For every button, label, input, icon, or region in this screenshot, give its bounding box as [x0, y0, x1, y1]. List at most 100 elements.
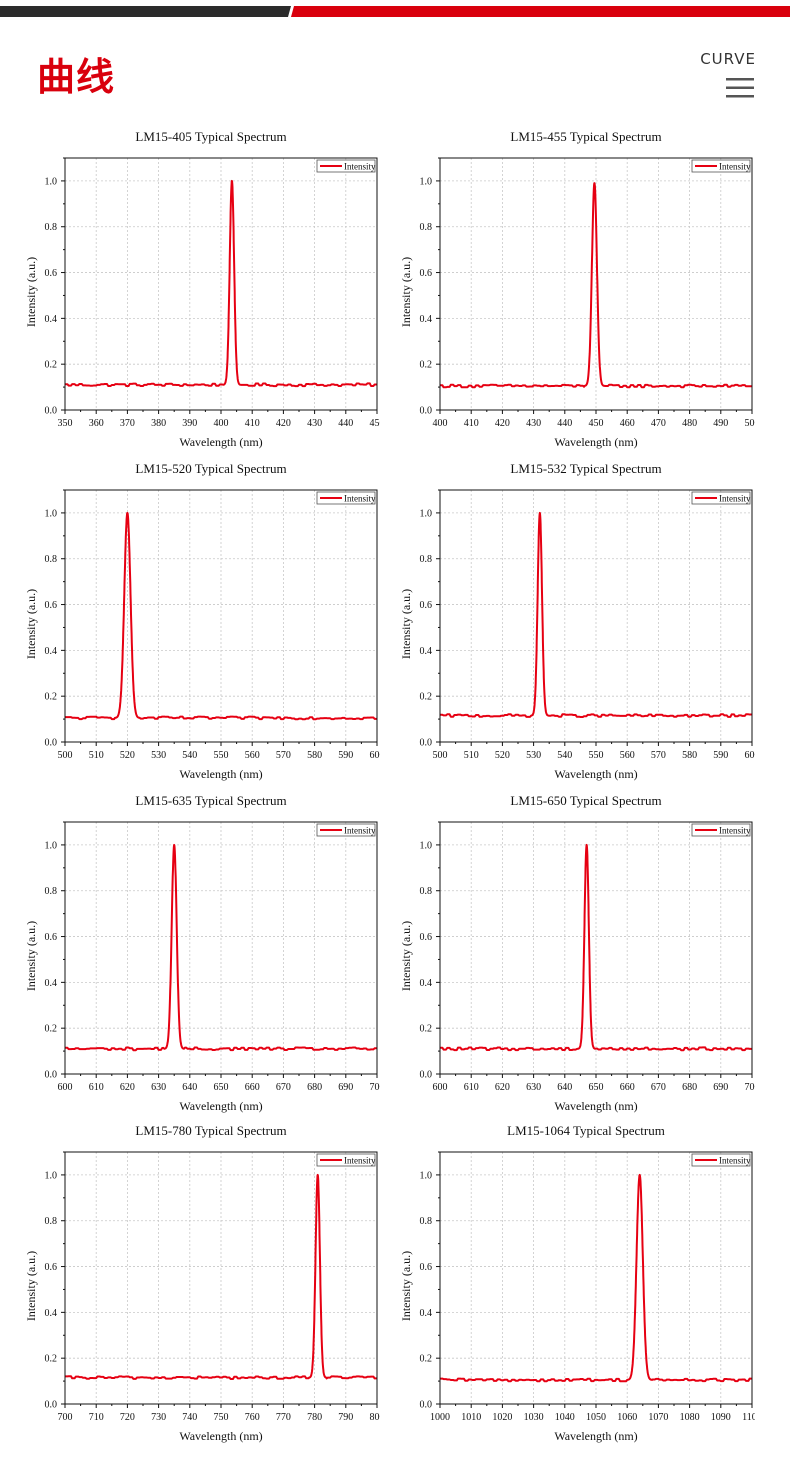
y-tick-label: 0.4 — [420, 1308, 433, 1319]
x-tick-label: 1090 — [711, 1412, 731, 1423]
x-tick-label: 550 — [589, 750, 604, 761]
x-tick-label: 460 — [620, 418, 635, 429]
hamburger-menu-icon[interactable] — [726, 77, 754, 99]
x-tick-label: 1040 — [555, 1412, 575, 1423]
y-tick-label: 0.8 — [420, 554, 433, 565]
y-tick-label: 0.2 — [420, 1354, 433, 1365]
x-tick-label: 1030 — [524, 1412, 544, 1423]
x-tick-label: 680 — [307, 1082, 322, 1093]
chart-title: LM15-650 Typical Spectrum — [510, 793, 661, 808]
y-tick-label: 0.0 — [420, 406, 433, 417]
legend-label: Intensity — [344, 162, 376, 172]
x-tick-label: 1010 — [461, 1412, 481, 1423]
series-line-intensity — [440, 182, 752, 389]
x-tick-label: 360 — [89, 418, 104, 429]
y-tick-label: 1.0 — [45, 508, 58, 519]
legend-box — [316, 823, 376, 837]
x-tick-label: 350 — [58, 418, 73, 429]
legend-label: Intensity — [719, 826, 751, 836]
legend: Intensity — [316, 491, 376, 505]
y-tick-label: 0.8 — [420, 1216, 433, 1227]
x-axis-label: Wavelength (nm) — [554, 1099, 637, 1113]
y-tick-label: 0.6 — [420, 268, 433, 279]
y-tick-label: 0.2 — [420, 1024, 433, 1035]
x-axis-label: Wavelength (nm) — [179, 1429, 262, 1443]
x-tick-label: 610 — [464, 1082, 479, 1093]
x-tick-label: 520 — [495, 750, 510, 761]
x-tick-label: 1050 — [586, 1412, 606, 1423]
x-tick-label: 550 — [214, 750, 229, 761]
x-tick-label: 780 — [307, 1412, 322, 1423]
y-tick-label: 0.2 — [420, 692, 433, 703]
x-tick-label: 640 — [557, 1082, 572, 1093]
spectrum-chart: LM15-780 Typical Spectrum 700 710 720 730 740… — [24, 1123, 381, 1443]
y-axis-label: Intensity (a.u.) — [24, 257, 38, 327]
x-axis-label: Wavelength (nm) — [179, 767, 262, 781]
y-tick-label: 0.8 — [420, 886, 433, 897]
top-bar-red-segment — [291, 6, 790, 17]
y-tick-label: 0.8 — [45, 1216, 58, 1227]
legend-label: Intensity — [719, 1156, 751, 1166]
x-tick-label: 600 — [58, 1082, 73, 1093]
x-tick-label: 370 — [120, 418, 135, 429]
y-tick-label: 0.4 — [45, 646, 58, 657]
x-tick-label: 650 — [589, 1082, 604, 1093]
x-tick-label: 580 — [307, 750, 322, 761]
x-tick-label: 800 — [370, 1412, 381, 1423]
y-tick-label: 1.0 — [45, 176, 58, 187]
section-subtitle-en: CURVE — [700, 50, 756, 68]
y-axis-label: Intensity (a.u.) — [399, 921, 413, 991]
x-tick-label: 540 — [182, 750, 197, 761]
y-tick-label: 0.6 — [420, 932, 433, 943]
y-tick-label: 1.0 — [420, 176, 433, 187]
y-tick-label: 0.0 — [420, 1400, 433, 1411]
y-tick-label: 0.0 — [45, 738, 58, 749]
x-tick-label: 670 — [276, 1082, 291, 1093]
legend: Intensity — [691, 491, 751, 505]
legend-box — [691, 491, 751, 505]
legend-label: Intensity — [344, 826, 376, 836]
x-tick-label: 760 — [245, 1412, 260, 1423]
y-tick-label: 1.0 — [420, 840, 433, 851]
x-tick-label: 660 — [245, 1082, 260, 1093]
legend: Intensity — [316, 159, 376, 173]
y-axis-label: Intensity (a.u.) — [399, 589, 413, 659]
spectrum-chart: LM15-405 Typical Spectrum 350 360 370 380 390… — [24, 129, 380, 449]
y-tick-label: 0.4 — [420, 646, 433, 657]
x-tick-label: 1060 — [617, 1412, 637, 1423]
y-tick-label: 0.8 — [420, 222, 433, 233]
y-tick-label: 1.0 — [420, 508, 433, 519]
x-tick-label: 510 — [89, 750, 104, 761]
x-tick-label: 730 — [151, 1412, 166, 1423]
chart-title: LM15-635 Typical Spectrum — [135, 793, 286, 808]
x-tick-label: 500 — [433, 750, 448, 761]
x-tick-label: 590 — [338, 750, 353, 761]
x-tick-label: 630 — [526, 1082, 541, 1093]
series-line-intensity — [440, 843, 752, 1052]
series-line-intensity — [65, 179, 377, 388]
y-axis-label: Intensity (a.u.) — [24, 589, 38, 659]
chart-title: LM15-520 Typical Spectrum — [135, 461, 286, 476]
y-tick-label: 0.0 — [45, 406, 58, 417]
y-axis-label: Intensity (a.u.) — [24, 921, 38, 991]
x-tick-label: 590 — [713, 750, 728, 761]
y-tick-label: 0.6 — [45, 268, 58, 279]
x-tick-label: 440 — [557, 418, 572, 429]
x-tick-label: 700 — [58, 1412, 73, 1423]
x-tick-label: 490 — [713, 418, 728, 429]
y-tick-label: 1.0 — [420, 1170, 433, 1181]
x-tick-label: 660 — [620, 1082, 635, 1093]
y-tick-label: 0.6 — [45, 932, 58, 943]
x-tick-label: 720 — [120, 1412, 135, 1423]
x-tick-label: 430 — [526, 418, 541, 429]
x-axis-label: Wavelength (nm) — [179, 435, 262, 449]
x-tick-label: 700 — [745, 1082, 756, 1093]
legend-label: Intensity — [719, 162, 751, 172]
legend-box — [691, 823, 751, 837]
x-tick-label: 530 — [526, 750, 541, 761]
series-line-intensity — [65, 1173, 377, 1380]
x-tick-label: 560 — [245, 750, 260, 761]
legend-label: Intensity — [344, 494, 376, 504]
legend: Intensity — [691, 823, 751, 837]
